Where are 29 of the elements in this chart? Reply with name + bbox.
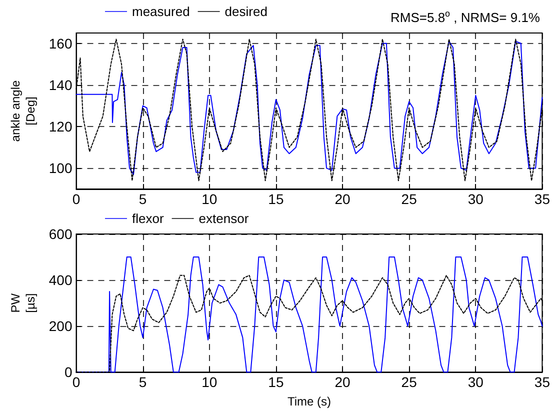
x-tick-label: 5 [138,191,147,207]
x-tick-label: 30 [468,191,484,207]
y-tick-label: 140 [48,77,72,93]
y-tick-label: 0 [64,364,72,380]
x-tick-label: 20 [334,191,351,207]
y-axis-title: PW [µs] [8,292,38,313]
y-tick-label: 600 [48,226,72,242]
x-tick-label: 35 [534,374,550,390]
x-tick-label: 5 [138,374,147,390]
x-tick-label: 20 [334,374,351,390]
x-tick-label: 35 [534,191,550,207]
legend-label: flexor [132,211,164,226]
x-tick-label: 30 [468,374,484,390]
x-tick-label: 10 [202,191,218,207]
x-tick-label: 25 [401,374,418,390]
x-axis-title: Time (s) [287,394,332,408]
y-tick-label: 200 [48,318,72,334]
y-tick-label: 160 [48,35,72,52]
x-tick-label: 25 [401,191,418,207]
x-tick-label: 15 [268,191,284,207]
legend-label: desired [224,4,268,19]
y-tick-label: 120 [48,118,72,135]
y-tick-label: 100 [48,160,72,176]
x-tick-label: 15 [268,374,284,390]
x-tick-label: 10 [202,374,218,390]
legend-label: measured [132,4,190,19]
legend-label: extensor [198,211,250,226]
y-axis-title: ankle angle [Deg] [8,80,38,142]
y-tick-label: 400 [48,272,72,288]
